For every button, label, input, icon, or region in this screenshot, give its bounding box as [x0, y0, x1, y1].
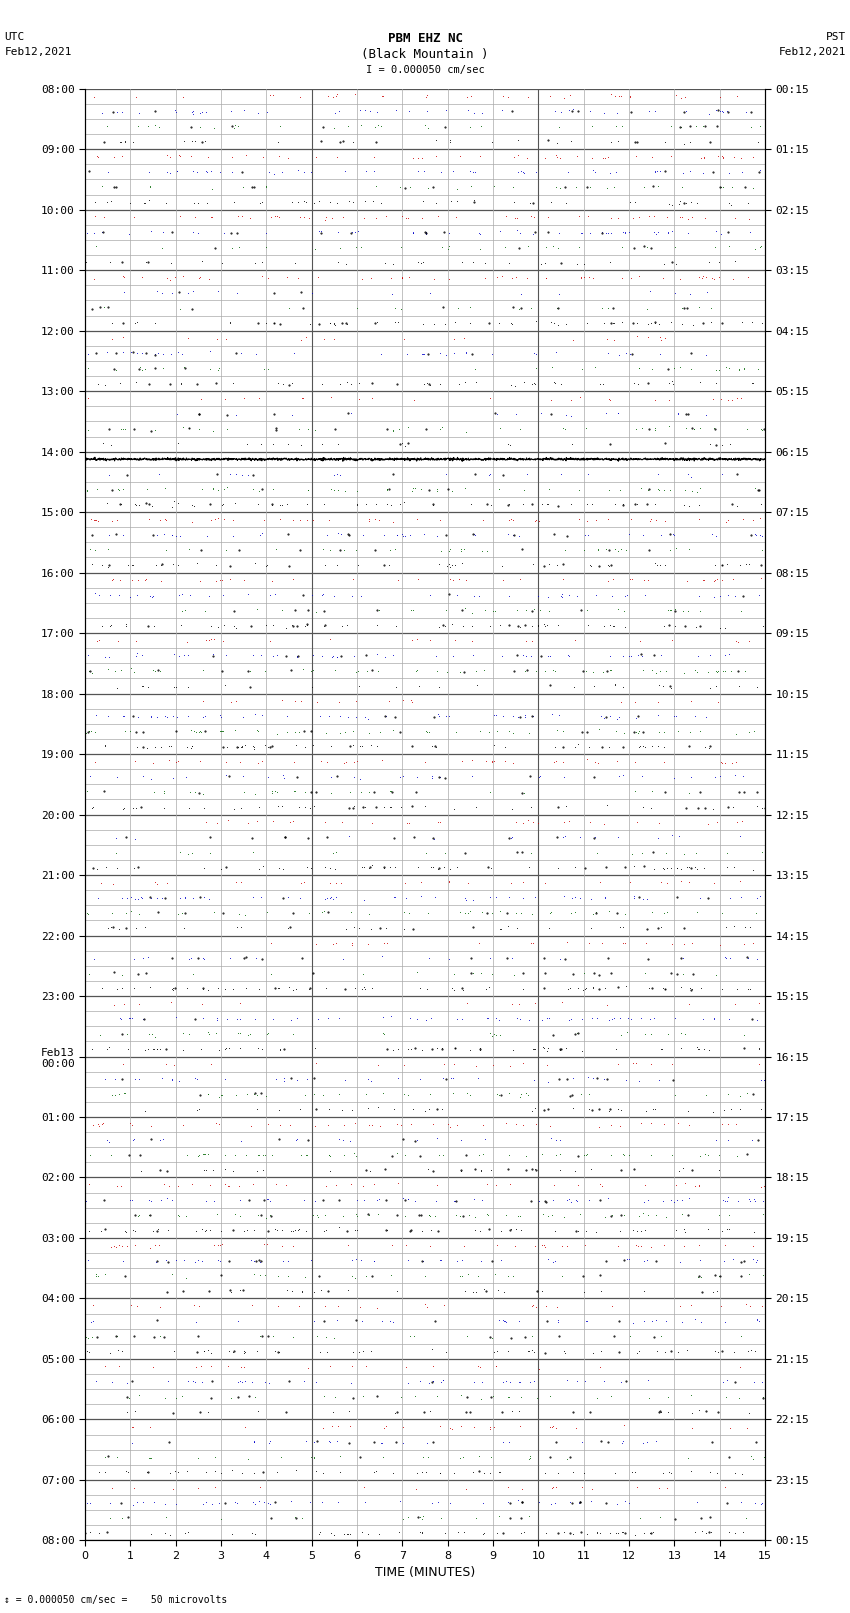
- Text: ↕ = 0.000050 cm/sec =    50 microvolts: ↕ = 0.000050 cm/sec = 50 microvolts: [4, 1595, 228, 1605]
- Text: PBM EHZ NC: PBM EHZ NC: [388, 32, 462, 45]
- X-axis label: TIME (MINUTES): TIME (MINUTES): [375, 1566, 475, 1579]
- Text: UTC: UTC: [4, 32, 25, 42]
- Text: (Black Mountain ): (Black Mountain ): [361, 48, 489, 61]
- Text: Feb12,2021: Feb12,2021: [4, 47, 71, 56]
- Text: I = 0.000050 cm/sec: I = 0.000050 cm/sec: [366, 65, 484, 74]
- Text: PST: PST: [825, 32, 846, 42]
- Text: Feb12,2021: Feb12,2021: [779, 47, 846, 56]
